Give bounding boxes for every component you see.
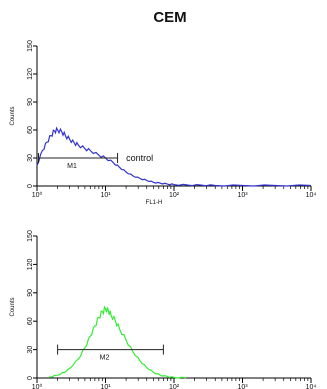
y-tick-label: 0 bbox=[27, 376, 34, 380]
x-tick-label: 10¹ bbox=[100, 192, 111, 199]
x-tick-label: 10⁰ bbox=[32, 191, 43, 199]
y-tick-label: 30 bbox=[27, 346, 34, 354]
x-tick-label: 10³ bbox=[237, 384, 248, 389]
y-tick-label: 120 bbox=[27, 258, 34, 270]
histogram-panel-sample: 030609012015010⁰10¹10²10³10⁴FL1-HCountsM… bbox=[10, 230, 316, 389]
y-tick-label: 90 bbox=[27, 289, 34, 297]
series-line bbox=[36, 126, 312, 187]
annotation-text: control bbox=[126, 153, 153, 163]
y-tick-label: 90 bbox=[27, 98, 34, 106]
y-tick-label: 150 bbox=[27, 230, 34, 242]
marker-label: M1 bbox=[67, 163, 77, 170]
y-tick-label: 60 bbox=[27, 317, 34, 325]
histogram-panel-control: 0 30 60 90 120 150 10⁰ 10¹ 10² 10³ 10⁴ FL1-H Counts M… bbox=[10, 40, 316, 206]
y-axis-label: Counts bbox=[10, 297, 16, 316]
figure-title: CEM bbox=[153, 9, 186, 26]
y-tick-label: 60 bbox=[27, 126, 34, 134]
y-tick-label: 150 bbox=[27, 40, 34, 52]
x-tick-label: 10⁰ bbox=[32, 383, 43, 389]
x-axis-label: FL1-H bbox=[146, 200, 163, 206]
y-tick-label: 30 bbox=[27, 154, 34, 162]
y-axis-label: Counts bbox=[10, 106, 16, 125]
series-line bbox=[49, 305, 187, 379]
y-tick-label: 120 bbox=[27, 68, 34, 80]
x-tick-label: 10¹ bbox=[100, 384, 111, 389]
x-tick-label: 10² bbox=[169, 384, 180, 389]
x-tick-label: 10⁴ bbox=[306, 384, 317, 389]
x-tick-label: 10³ bbox=[237, 192, 248, 199]
x-tick-label: 10² bbox=[169, 192, 180, 199]
x-tick-label: 10⁴ bbox=[306, 192, 317, 199]
y-tick-label: 0 bbox=[27, 184, 34, 188]
marker-label: M2 bbox=[100, 355, 110, 362]
